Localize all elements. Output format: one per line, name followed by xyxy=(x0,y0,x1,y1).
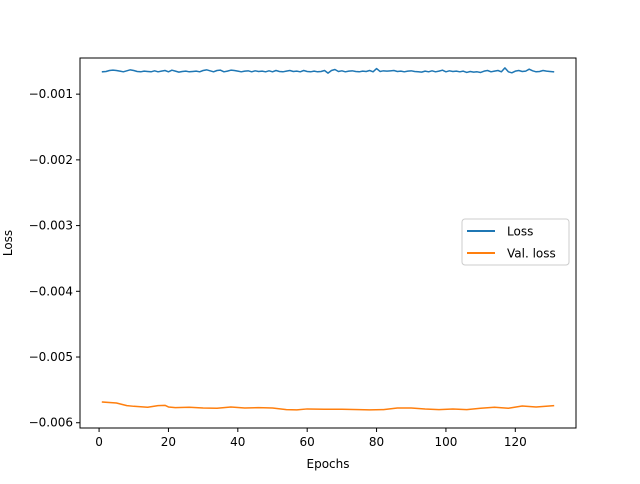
x-tick-label: 120 xyxy=(504,435,527,449)
series-line-loss xyxy=(101,67,555,74)
y-tick-label: −0.005 xyxy=(29,350,73,364)
y-tick-label: −0.006 xyxy=(29,416,73,430)
x-tick-label: 100 xyxy=(434,435,457,449)
x-tick-label: 80 xyxy=(369,435,384,449)
series-line-val-loss xyxy=(101,401,555,411)
y-tick-label: −0.001 xyxy=(29,87,73,101)
y-tick-label: −0.004 xyxy=(29,284,73,298)
x-axis-label: Epochs xyxy=(307,457,350,471)
x-tick-label: 40 xyxy=(230,435,245,449)
legend-label-val-loss: Val. loss xyxy=(507,247,556,261)
x-tick-label: 0 xyxy=(95,435,103,449)
y-axis-label: Loss xyxy=(1,230,15,256)
x-tick-label: 60 xyxy=(300,435,315,449)
legend-label-loss: Loss xyxy=(507,225,533,239)
y-tick-label: −0.002 xyxy=(29,153,73,167)
y-axis-ticks: −0.001 −0.002 −0.003 −0.004 −0.005 −0.006 xyxy=(29,87,80,430)
legend: Loss Val. loss xyxy=(461,218,570,266)
series-lines xyxy=(101,67,555,411)
x-axis-ticks: 0 20 40 60 80 100 120 xyxy=(95,428,527,449)
y-tick-label: −0.003 xyxy=(29,219,73,233)
x-tick-label: 20 xyxy=(161,435,176,449)
plot-frame xyxy=(79,57,577,429)
